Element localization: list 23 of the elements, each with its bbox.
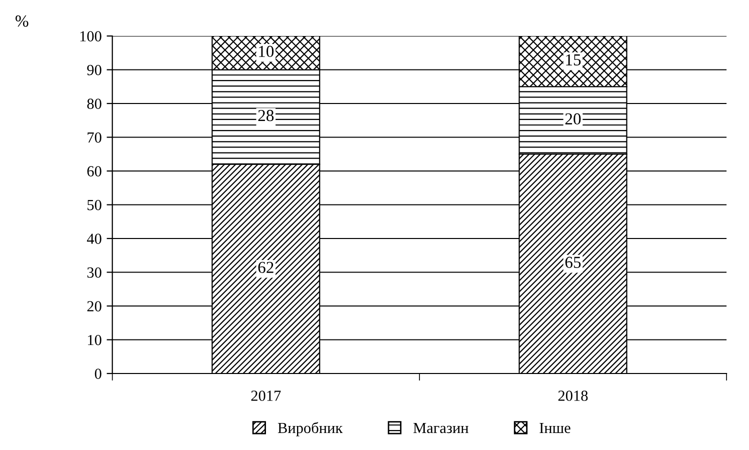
- data-label: 28: [258, 110, 274, 122]
- y-tick-label: 70: [88, 132, 102, 143]
- x-tick-label: 2018: [558, 390, 588, 401]
- legend-label: Виробник: [278, 422, 343, 436]
- y-tick-label: 100: [80, 31, 102, 42]
- y-tick-label: 30: [87, 267, 102, 278]
- legend-label: Інше: [540, 422, 570, 434]
- y-tick-label: 60: [87, 166, 102, 176]
- data-label: 15: [566, 54, 581, 66]
- y-tick-label: 20: [87, 301, 102, 312]
- x-tick-label: 2017: [251, 390, 281, 401]
- data-label: 10: [259, 46, 274, 58]
- y-tick-label: 40: [86, 234, 102, 244]
- data-label: 65: [565, 256, 581, 268]
- y-tick-label: 10: [88, 334, 102, 346]
- y-tick-label: 50: [88, 200, 102, 210]
- y-tick-label: 0: [94, 368, 102, 379]
- y-tick-label: 80: [87, 98, 102, 109]
- y-tick-label: 90: [87, 64, 102, 76]
- y-axis-title: %: [16, 15, 28, 27]
- legend-label: Магазин: [413, 422, 468, 434]
- data-label: 62: [258, 262, 274, 274]
- data-label: 20: [565, 113, 581, 125]
